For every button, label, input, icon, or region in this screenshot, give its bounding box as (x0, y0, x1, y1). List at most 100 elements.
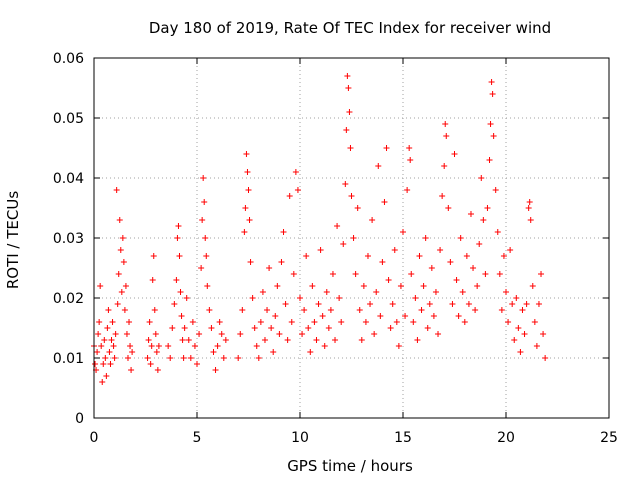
data-point (151, 307, 158, 313)
data-point (153, 349, 160, 355)
data-point (451, 151, 458, 157)
data-point (418, 307, 425, 313)
x-tick-label: 25 (600, 430, 618, 446)
data-point (408, 271, 415, 277)
data-point (336, 295, 343, 301)
data-point (345, 85, 352, 91)
data-point (200, 175, 207, 181)
data-point (92, 361, 99, 367)
data-point (489, 91, 496, 97)
data-point (540, 331, 547, 337)
data-point (201, 199, 208, 205)
data-point (486, 157, 493, 163)
data-point (430, 313, 437, 319)
data-point (120, 259, 127, 265)
data-point (103, 373, 110, 379)
data-point (111, 355, 118, 361)
data-point (321, 343, 328, 349)
data-point (144, 355, 151, 361)
data-point (325, 325, 332, 331)
data-point (375, 163, 382, 169)
data-point (218, 331, 225, 337)
data-point (509, 301, 516, 307)
data-point (113, 187, 120, 193)
data-point (482, 271, 489, 277)
data-point (177, 289, 184, 295)
data-point (538, 271, 545, 277)
data-point (527, 217, 534, 223)
data-point (115, 271, 122, 277)
data-point (251, 325, 258, 331)
data-point (342, 181, 349, 187)
data-point (100, 361, 107, 367)
data-point (387, 325, 394, 331)
data-point (107, 361, 114, 367)
data-point (307, 349, 314, 355)
data-point (152, 331, 159, 337)
data-point (127, 343, 134, 349)
data-point (367, 301, 374, 307)
data-point (416, 253, 423, 259)
data-point (395, 343, 402, 349)
data-point (176, 253, 183, 259)
data-point (488, 79, 495, 85)
data-point (410, 319, 417, 325)
data-point (257, 319, 264, 325)
data-point (459, 289, 466, 295)
y-tick-label: 0.03 (53, 231, 84, 247)
data-point (535, 301, 542, 307)
data-point (303, 253, 310, 259)
data-point (313, 337, 320, 343)
data-point (235, 355, 242, 361)
data-point (507, 247, 514, 253)
y-axis-label: ROTI / TECUs (4, 191, 22, 289)
data-point (146, 319, 153, 325)
data-point (498, 307, 505, 313)
x-axis-label: GPS time / hours (287, 457, 413, 475)
y-tick-label: 0 (75, 411, 84, 427)
data-point (407, 157, 414, 163)
data-point (149, 277, 156, 283)
data-point (97, 283, 104, 289)
data-point (147, 361, 154, 367)
data-point (332, 337, 339, 343)
data-point (171, 301, 178, 307)
data-point (476, 241, 483, 247)
data-point (202, 235, 209, 241)
data-point (154, 367, 161, 373)
data-point (174, 235, 181, 241)
data-point (503, 289, 509, 295)
data-point (329, 271, 336, 277)
data-point (108, 337, 115, 343)
x-tick-label: 20 (497, 430, 515, 446)
y-axis: 0 0.01 0.02 0.03 0.04 0.05 0.06 (53, 51, 609, 427)
data-point (513, 295, 520, 301)
data-point (414, 337, 421, 343)
data-point (122, 283, 129, 289)
data-point (148, 343, 155, 349)
data-point (95, 331, 102, 337)
data-point (441, 163, 448, 169)
data-point (371, 331, 378, 337)
data-point (110, 343, 117, 349)
data-point (239, 307, 246, 313)
data-point (505, 319, 512, 325)
data-point (294, 187, 301, 193)
data-point (109, 319, 116, 325)
data-point (212, 367, 219, 373)
data-point (247, 259, 254, 265)
data-point (145, 337, 152, 343)
data-point (165, 343, 172, 349)
data-point (393, 319, 400, 325)
data-point (245, 187, 252, 193)
data-point (189, 319, 196, 325)
data-point (432, 289, 439, 295)
data-point (99, 379, 106, 385)
data-point (391, 247, 398, 253)
data-point (317, 247, 324, 253)
data-point (96, 319, 103, 325)
data-points (91, 73, 549, 385)
data-point (112, 331, 119, 337)
data-point (402, 313, 409, 319)
